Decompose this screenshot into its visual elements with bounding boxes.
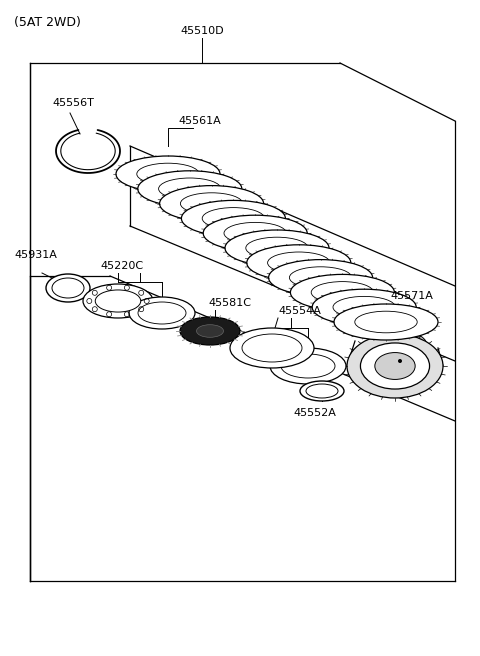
Ellipse shape [267,252,330,274]
Ellipse shape [360,343,430,389]
Circle shape [398,359,402,363]
Ellipse shape [196,325,224,337]
Ellipse shape [116,156,220,192]
Ellipse shape [225,230,329,266]
Ellipse shape [202,207,264,229]
Ellipse shape [159,186,264,222]
Ellipse shape [46,274,90,302]
Ellipse shape [281,354,335,378]
Ellipse shape [137,163,199,185]
Ellipse shape [306,384,338,398]
Ellipse shape [138,302,186,324]
Ellipse shape [158,178,221,199]
Ellipse shape [180,193,243,215]
Ellipse shape [387,333,427,359]
Ellipse shape [347,334,443,398]
Ellipse shape [246,237,308,259]
Text: 45554A: 45554A [278,306,321,316]
Text: (5AT 2WD): (5AT 2WD) [14,16,81,29]
Ellipse shape [334,304,438,340]
Ellipse shape [230,328,314,368]
Ellipse shape [289,267,352,289]
Text: 45552A: 45552A [294,408,336,418]
Ellipse shape [242,334,302,362]
Text: 45510D: 45510D [180,26,224,36]
Ellipse shape [311,281,373,303]
Ellipse shape [180,317,240,345]
Ellipse shape [83,284,153,318]
Ellipse shape [224,222,287,244]
Ellipse shape [269,260,372,296]
Ellipse shape [270,348,346,384]
Text: 45220C: 45220C [100,261,143,271]
Ellipse shape [375,352,415,379]
Text: 45561A: 45561A [178,116,221,126]
Ellipse shape [181,200,286,236]
Text: 45931A: 45931A [14,250,57,260]
Text: 45581C: 45581C [208,298,251,308]
Ellipse shape [333,297,396,318]
Text: 45556T: 45556T [52,98,94,108]
Ellipse shape [312,289,416,325]
Ellipse shape [247,245,351,281]
Ellipse shape [203,215,307,251]
Ellipse shape [52,278,84,298]
Ellipse shape [290,274,395,310]
Ellipse shape [138,171,242,207]
Ellipse shape [355,311,417,333]
Ellipse shape [300,381,344,401]
Text: 45571A: 45571A [390,291,433,301]
Ellipse shape [95,290,141,312]
Ellipse shape [129,297,195,329]
